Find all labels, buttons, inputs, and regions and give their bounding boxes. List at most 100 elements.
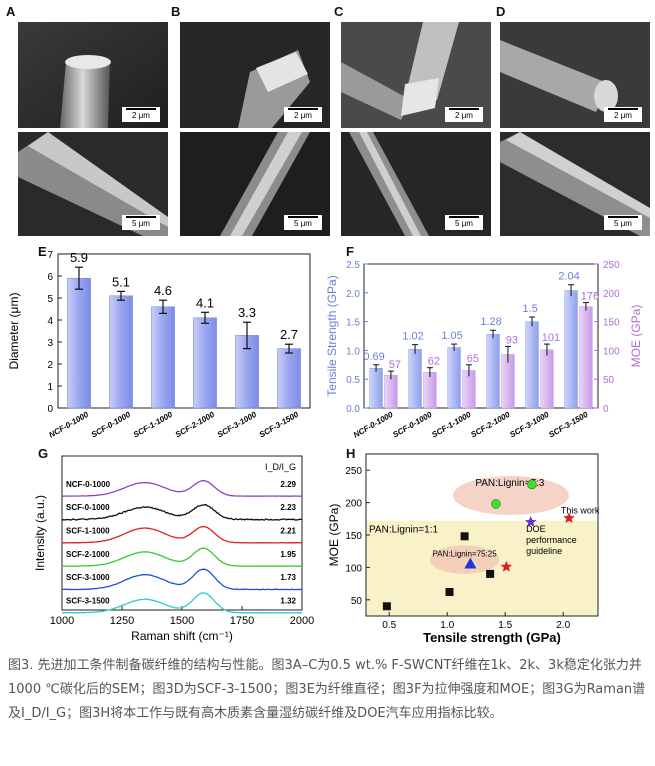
y-tick-label: 100 [345,563,362,574]
y-tick-label-right: 250 [603,260,620,271]
data-point-triangle [464,557,477,569]
y-tick-label-right: 150 [603,318,620,329]
y-tick-label-left: 1.5 [346,318,360,329]
series-label: NCF-0-1000 [66,480,111,489]
series-label: SCF-1-1000 [66,527,110,536]
sem-image-b-bottom: 5 μm [180,132,330,236]
x-tick-label: SCF-1-1000 [132,410,175,440]
y-tick-label-right: 0 [603,404,609,415]
data-point-star [563,512,575,523]
x-tick-label: SCF-0-1000 [90,410,133,440]
ratio-label: 2.23 [280,503,296,512]
y-tick-label: 0 [47,404,53,415]
y-axis-label: Diameter (μm) [7,293,21,370]
bar [151,306,175,409]
panel-label-g: G [38,446,49,461]
data-label-tensile: 0.69 [363,351,384,363]
data-label: 4.1 [196,295,214,310]
scale-bar: 2 μm [445,107,483,122]
data-label-tensile: 1.5 [522,303,537,315]
panel-label-a: A [6,4,16,19]
x-tick-label: 1.5 [498,620,512,631]
y-tick-label: 5 [47,294,53,305]
x-axis-label: Raman shift (cm⁻¹) [131,629,233,643]
y-tick-label: 7 [47,250,53,261]
data-label-moe: 65 [467,353,479,365]
x-tick-label: SCF-2-1000 [174,410,217,440]
data-point-star [525,516,537,527]
fiber-end-graphic [18,22,168,128]
bar [109,295,133,409]
annotation-doe: guideline [526,546,562,556]
bar-tensile [447,347,461,409]
chart-raman: 1000 1250 1500 1750 2000 Raman shift (cm⁻¹) In… [33,455,314,643]
data-label: 2.7 [280,327,298,342]
data-point-square [486,569,495,578]
sem-image-b-top: 2 μm [180,22,330,128]
panel-label-c: C [334,4,344,19]
ratio-label: 2.29 [280,480,296,489]
panel-label-d: D [496,4,506,19]
y-tick-label: 50 [351,596,363,607]
series-label: SCF-2-1000 [66,550,110,559]
scale-bar: 2 μm [284,107,322,122]
x-tick-label: SCF-0-1000 [391,410,434,440]
x-tick-label: 1250 [110,615,134,627]
y-tick-label-right: 50 [603,375,615,386]
bar [193,317,217,409]
scale-bar: 5 μm [445,215,483,230]
y-axis-label-left: Tensile Strength (GPa) [326,275,339,396]
annotation-this-work: This work [561,506,600,516]
bar-tensile [369,368,383,409]
x-tick-label: 2.0 [556,620,570,631]
y-tick-label: 6 [47,272,53,283]
x-tick-label: 0.5 [382,620,396,631]
data-label-moe: 57 [389,359,401,371]
x-tick-label: SCF-3-1000 [508,410,551,440]
bar-tensile [408,348,422,409]
region-label: PAN:Lignin=1:1 [369,525,438,536]
y-tick-label-left: 0.0 [346,404,360,415]
plot-frame [57,253,311,409]
cluster-label: PAN:Lignin=7:3 [475,478,544,489]
scale-bar: 5 μm [604,215,642,230]
data-label-moe: 62 [428,356,440,368]
y-tick-label-left: 1.0 [346,346,360,357]
sem-image-d-bottom: 5 μm [500,132,650,236]
sem-image-c-bottom: 5 μm [341,132,491,236]
data-label: 5.9 [70,250,88,265]
scale-bar: 2 μm [604,107,642,122]
sem-image-d-top: 2 μm [500,22,650,128]
y-tick-label: 200 [345,499,362,510]
bar-moe [540,349,554,409]
panel-label-h: H [346,446,356,461]
data-label-tensile: 2.04 [558,271,579,283]
figure-caption: 图3. 先进加工条件制备碳纤维的结构与性能。图3A–C为0.5 wt.% F-S… [8,658,646,721]
ratio-label: 1.95 [280,550,296,559]
x-tick-label: SCF-2-1000 [469,410,512,440]
y-tick-label-right: 200 [603,289,620,300]
y-tick-label: 2 [47,360,53,371]
x-axis-label: Tensile strength (GPa) [423,630,561,645]
data-label: 4.6 [154,283,172,298]
x-tick-label: 1.0 [440,620,454,631]
data-point-square [460,532,469,541]
series-label: SCF-0-1000 [66,503,110,512]
bar-moe [423,372,437,409]
data-label-moe: 176 [581,291,599,303]
ratio-label: 2.21 [280,527,296,536]
cluster-label: PAN:Lignin=75:25 [433,549,498,558]
data-point-square [382,602,391,611]
x-tick-label: 2000 [290,615,314,627]
fiber-end-graphic [500,22,650,128]
raman-line [61,568,303,591]
x-tick-label: 1000 [50,615,74,627]
y-tick-label-left: 2.0 [346,289,360,300]
x-tick-label: SCF-3-1500 [258,410,301,440]
raman-line [61,525,303,544]
cluster-ellipse [429,545,500,574]
series-label: SCF-3-1500 [66,597,110,606]
y-tick-label: 150 [345,531,362,542]
x-tick-label: SCF-3-1500 [547,410,590,440]
bar-tensile [525,321,539,409]
